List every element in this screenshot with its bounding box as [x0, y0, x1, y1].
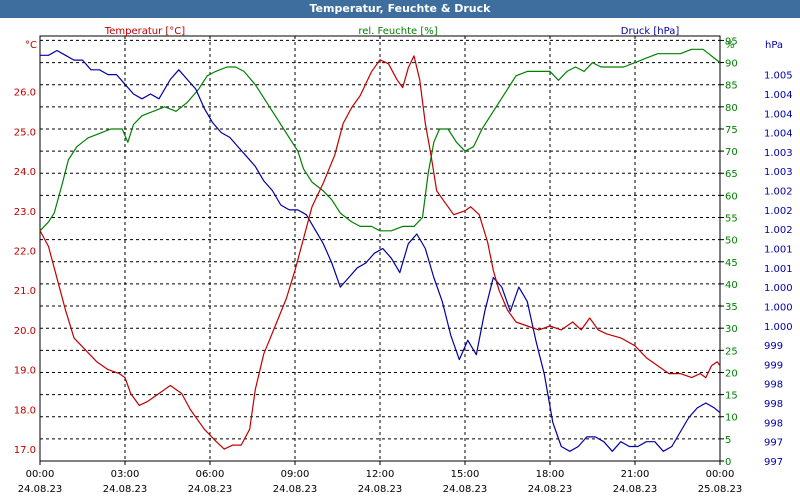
y-right2-unit: hPa: [765, 40, 783, 51]
y-right2-tick-label: 1.003: [764, 167, 793, 178]
y-left-tick-label: 20.0: [14, 326, 36, 337]
x-tick-date-label: 24.08.23: [188, 484, 233, 495]
chart-title-bar: Temperatur, Feuchte & Druck: [0, 0, 800, 18]
y-left-tick-label: 18.0: [14, 405, 36, 416]
y-right1-tick-label: 90: [725, 59, 738, 70]
y-left-tick-label: 21.0: [14, 286, 36, 297]
y-right1-tick-label: 5: [725, 435, 731, 446]
y-right1-tick-label: 95: [725, 36, 738, 47]
y-right1-tick-label: 20: [725, 368, 738, 379]
y-right2-tick-label: 1.001: [764, 264, 793, 275]
y-right1-tick-label: 10: [725, 413, 738, 424]
y-right1-tick-label: 35: [725, 302, 738, 313]
x-tick-date-label: 24.08.23: [18, 484, 63, 495]
y-left-tick-label: 26.0: [14, 88, 36, 99]
chart-title: Temperatur, Feuchte & Druck: [309, 2, 491, 15]
x-tick-time-label: 15:00: [451, 469, 480, 480]
y-right2-tick-label: 1.001: [764, 245, 793, 256]
temperature-line: [39, 55, 721, 450]
y-right1-tick-label: 55: [725, 214, 738, 225]
y-left-tick-label: 17.0: [14, 445, 36, 456]
x-tick-date-label: 24.08.23: [443, 484, 488, 495]
x-tick-time-label: 12:00: [366, 469, 395, 480]
pressure-line: [40, 49, 721, 452]
axes: 17.0 18.0 19.0 20.0 21.0 22.0 23.0 24.0 25.0 26.0…: [14, 36, 793, 495]
legend-pressure: Druck [hPa]: [621, 26, 680, 37]
x-tick-time-label: 00:00: [706, 469, 735, 480]
y-right1-tick-label: 50: [725, 236, 738, 247]
y-right2-tick-label: 1.002: [764, 225, 793, 236]
y-right2-tick-label: 998: [764, 418, 783, 429]
y-right2-tick-label: 998: [764, 380, 783, 391]
y-right2-tick-label: 1.000: [764, 283, 793, 294]
y-right1-tick-label: 75: [725, 125, 738, 136]
legend-temperature: Temperatur [°C]: [104, 26, 185, 37]
y-right2-tick-label: 997: [764, 438, 783, 449]
y-right2-tick-label: 1.002: [764, 206, 793, 217]
y-right2-tick-label: 1.004: [764, 129, 793, 140]
y-right2-tick-label: 999: [764, 341, 783, 352]
x-tick-date-label: 24.08.23: [613, 484, 658, 495]
x-tick-date-label: 24.08.23: [273, 484, 318, 495]
y-right2-tick-label: 1.002: [764, 187, 793, 198]
x-tick-date-label: 24.08.23: [103, 484, 148, 495]
x-tick-time-label: 18:00: [536, 469, 565, 480]
y-right1-tick-label: 15: [725, 391, 738, 402]
y-right1-tick-label: 85: [725, 81, 738, 92]
y-right1-tick-label: 25: [725, 346, 738, 357]
y-left-tick-label: 25.0: [14, 127, 36, 138]
y-right1-tick-label: 80: [725, 103, 738, 114]
y-right1-tick-label: 65: [725, 169, 738, 180]
y-left-unit: °C: [25, 40, 37, 51]
x-tick-date-label: 25.08.23: [698, 484, 743, 495]
x-tick-date-label: 24.08.23: [528, 484, 573, 495]
y-right2-tick-label: 1.003: [764, 148, 793, 159]
y-right2-tick-label: 1.004: [764, 90, 793, 101]
x-tick-time-label: 03:00: [111, 469, 140, 480]
x-tick-time-label: 21:00: [621, 469, 650, 480]
y-right2-tick-label: 999: [764, 360, 783, 371]
x-tick-date-label: 24.08.23: [358, 484, 403, 495]
y-right1-unit: %: [725, 40, 735, 51]
y-left-tick-label: 23.0: [14, 207, 36, 218]
chart-canvas: 17.0 18.0 19.0 20.0 21.0 22.0 23.0 24.0 25.0 26.0…: [14, 26, 793, 495]
grid-lines: [40, 36, 720, 461]
y-right2-tick-label: 1.000: [764, 302, 793, 313]
y-right2-tick-label: 1.005: [764, 71, 793, 82]
y-right1-tick-label: 0: [725, 457, 731, 468]
y-right2-tick-label: 998: [764, 399, 783, 410]
y-right2-tick-label: 997: [764, 457, 783, 468]
y-right1-tick-label: 40: [725, 280, 738, 291]
y-right1-tick-label: 30: [725, 324, 738, 335]
series-lines: [39, 48, 721, 452]
y-left-tick-label: 24.0: [14, 167, 36, 178]
y-right2-tick-label: 1.000: [764, 322, 793, 333]
y-left-tick-label: 19.0: [14, 366, 36, 377]
x-tick-time-label: 00:00: [26, 469, 55, 480]
y-right1-tick-label: 45: [725, 258, 738, 269]
x-tick-time-label: 09:00: [281, 469, 310, 480]
y-right1-tick-label: 70: [725, 147, 738, 158]
x-tick-time-label: 06:00: [196, 469, 225, 480]
y-right2-tick-label: 1.004: [764, 109, 793, 120]
legend-humidity: rel. Feuchte [%]: [358, 26, 437, 37]
y-left-tick-label: 22.0: [14, 246, 36, 257]
humidity-line: [39, 48, 721, 232]
y-right1-tick-label: 60: [725, 191, 738, 202]
